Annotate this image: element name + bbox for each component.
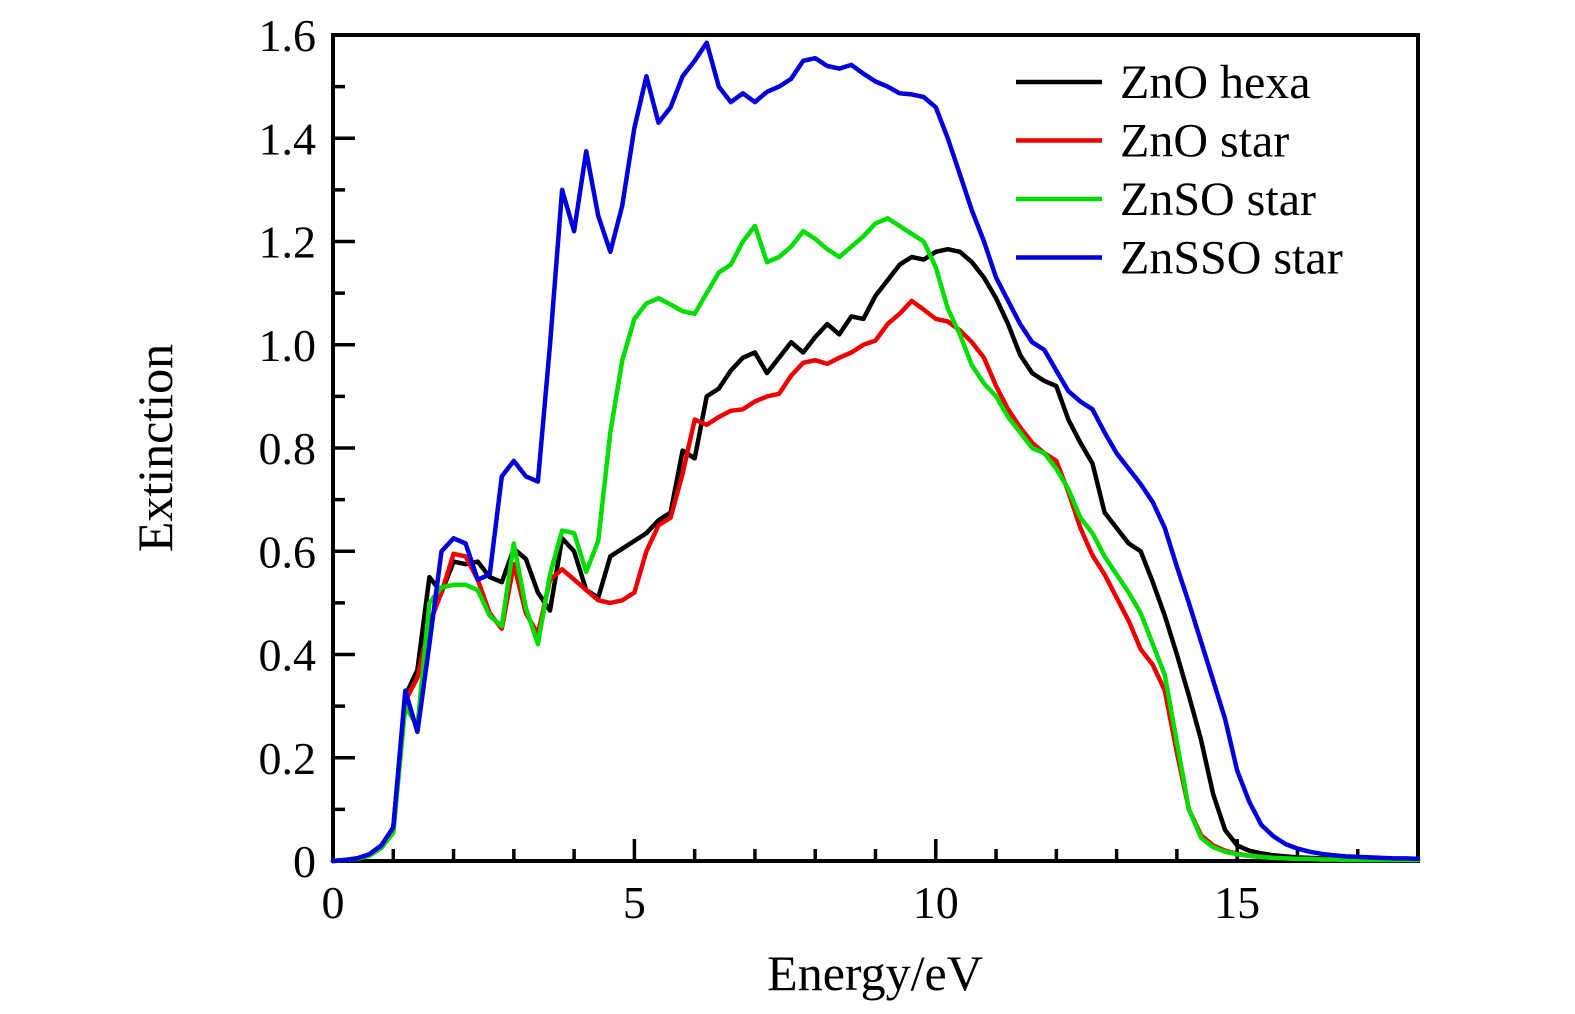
y-tick-label: 1.0 [259, 320, 317, 371]
y-tick-label: 0.4 [259, 630, 317, 681]
legend-label-zno-hexa: ZnO hexa [1120, 56, 1311, 109]
x-tick-label: 5 [623, 877, 646, 928]
legend-label-zno-star: ZnO star [1120, 115, 1289, 168]
legend-label-znso-star: ZnSO star [1120, 173, 1316, 226]
y-tick-label: 1.6 [259, 10, 317, 61]
y-tick-label: 0.2 [259, 733, 317, 784]
y-tick-label: 0.8 [259, 423, 317, 474]
plot-area: 0 5 10 15 0 0.2 0.4 0.6 0.8 1.0 1.2 1.4 1.6 ZnO hexa Z… [259, 10, 1421, 928]
legend-label-znsso-star: ZnSSO star [1120, 232, 1343, 285]
x-axis-title: Energy/eV [767, 945, 983, 1001]
x-tick-label: 10 [913, 877, 959, 928]
x-tick-label: 0 [322, 877, 345, 928]
y-tick-label: 0.6 [259, 526, 317, 577]
series-line-znsso-star [330, 40, 1421, 864]
y-tick-label: 1.2 [259, 217, 317, 268]
y-tick-label: 0 [293, 836, 316, 887]
y-tick-label: 1.4 [259, 113, 317, 164]
y-axis-title: Extinction [127, 344, 183, 552]
x-tick-label: 15 [1214, 877, 1260, 928]
series-line-znso-star [330, 216, 1421, 864]
